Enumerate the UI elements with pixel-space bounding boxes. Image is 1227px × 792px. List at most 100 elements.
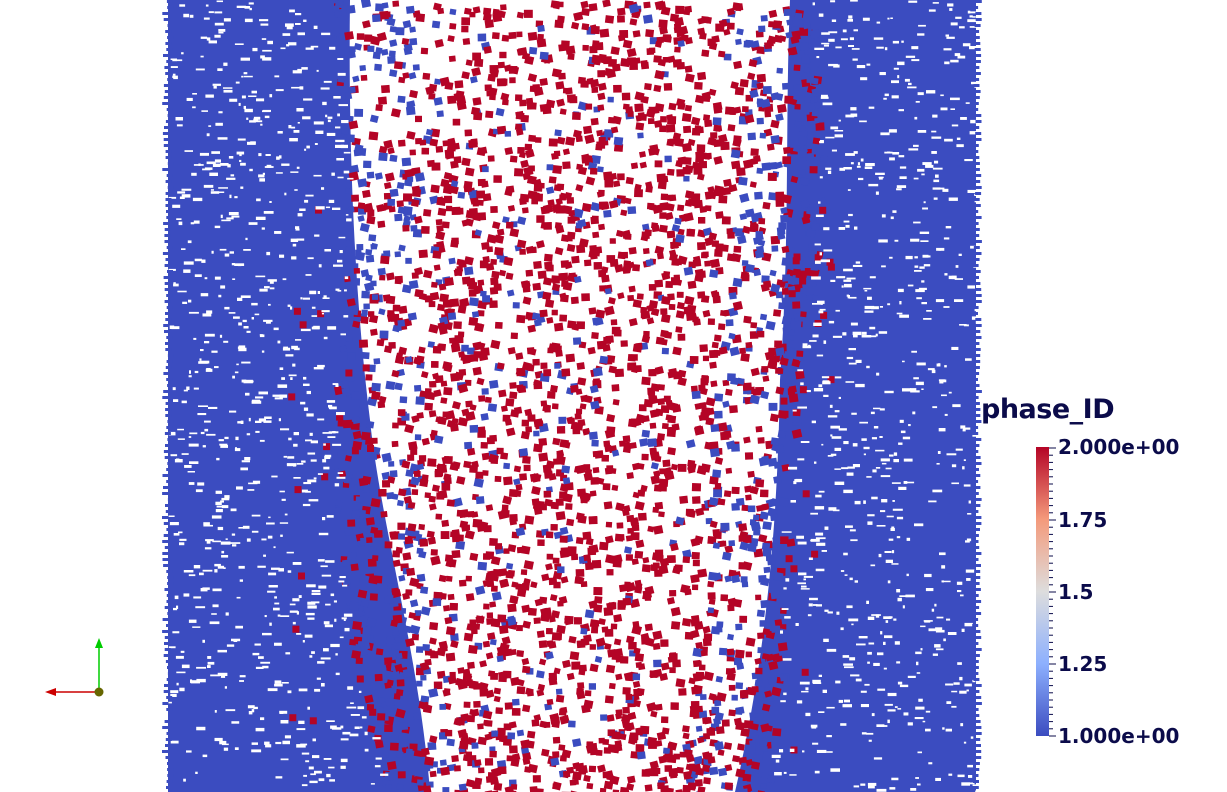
phase-1-particle (413, 712, 422, 720)
pore-gap (877, 652, 884, 656)
pore-gap (255, 727, 265, 732)
phase-2-particle (676, 169, 685, 177)
pore-gap (842, 332, 847, 336)
phase-2-particle (709, 258, 721, 269)
pore-gap (292, 363, 296, 367)
edge-particle (164, 684, 170, 687)
phase-2-particle (520, 431, 530, 440)
phase-2-particle (548, 577, 558, 586)
phase-1-particle (369, 483, 378, 491)
phase-2-particle (508, 489, 518, 498)
phase-2-particle (695, 641, 703, 649)
pore-gap (855, 383, 865, 388)
pore-gap (946, 618, 951, 621)
pore-gap (189, 432, 198, 435)
phase-2-particle (535, 137, 542, 143)
pore-gap (301, 460, 306, 463)
phase-2-particle (656, 432, 666, 441)
phase-2-particle (706, 727, 716, 736)
phase-2-particle (799, 386, 807, 394)
pore-gap (260, 717, 265, 721)
phase-2-particle (494, 247, 504, 256)
phase-2-particle (647, 525, 655, 533)
phase-2-particle (499, 51, 507, 59)
pore-gap (892, 508, 903, 511)
pore-gap (314, 770, 322, 774)
phase-2-particle (537, 33, 544, 40)
pore-gap (344, 289, 347, 292)
edge-particle (163, 450, 170, 453)
phase-2-particle (428, 93, 436, 100)
pore-gap (811, 726, 817, 729)
phase-1-particle (461, 344, 469, 352)
phase-2-particle (742, 382, 752, 391)
pore-gap (963, 459, 966, 461)
pore-gap (288, 42, 297, 46)
phase-2-particle (627, 294, 635, 302)
pore-gap (179, 538, 187, 541)
phase-2-particle (558, 272, 568, 281)
pore-gap (845, 525, 853, 528)
edge-particle (165, 120, 172, 123)
pore-gap (800, 441, 810, 443)
pore-gap (800, 588, 810, 590)
phase-2-particle (423, 785, 432, 792)
pore-gap (860, 158, 864, 162)
pore-gap (970, 736, 974, 739)
pore-gap (941, 565, 946, 569)
pore-gap (956, 581, 963, 585)
phase-2-particle (741, 274, 750, 282)
orientation-axes[interactable] (40, 632, 110, 702)
pore-gap (854, 580, 858, 583)
pore-gap (251, 514, 261, 517)
pore-gap (850, 539, 858, 542)
pore-gap (308, 499, 319, 502)
pore-gap (884, 551, 892, 553)
pore-gap (876, 372, 880, 376)
phase-2-particle (560, 547, 570, 556)
pore-gap (865, 732, 874, 735)
pore-gap (811, 276, 821, 280)
phase-2-particle (668, 367, 678, 377)
pore-gap (303, 98, 313, 101)
pore-gap (953, 682, 960, 685)
phase-2-particle (599, 787, 607, 792)
pore-gap (318, 532, 329, 536)
phase-2-particle (654, 160, 663, 168)
pore-gap (876, 525, 886, 527)
phase-2-particle (299, 321, 307, 329)
pore-gap (266, 251, 271, 256)
edge-particle (972, 534, 979, 537)
pore-gap (896, 516, 904, 520)
pore-gap (221, 219, 231, 222)
edge-particle (163, 84, 170, 87)
edge-particle (974, 282, 981, 285)
pore-gap (861, 331, 867, 335)
phase-2-particle (551, 309, 558, 316)
pore-gap (280, 428, 290, 431)
edge-particle (165, 342, 171, 345)
pore-gap (328, 766, 335, 769)
phase-2-particle (432, 250, 442, 259)
pore-gap (830, 768, 840, 772)
phase-2-particle (707, 592, 716, 600)
phase-2-particle (546, 553, 554, 560)
phase-1-particle (745, 208, 755, 218)
pore-gap (204, 547, 212, 550)
edge-particle (165, 444, 171, 447)
pore-gap (324, 249, 331, 252)
phase-2-particle (598, 737, 605, 744)
phase-2-particle (653, 768, 661, 774)
pore-gap (916, 297, 922, 300)
pore-gap (881, 462, 887, 465)
pore-gap (910, 238, 920, 242)
phase-2-particle (662, 459, 671, 467)
phase-2-particle (626, 514, 635, 523)
edge-particle (974, 456, 981, 459)
pore-gap (849, 657, 856, 661)
pore-gap (887, 580, 891, 584)
pore-gap (305, 439, 312, 442)
pore-gap (880, 510, 886, 513)
phase-2-particle (772, 309, 782, 317)
